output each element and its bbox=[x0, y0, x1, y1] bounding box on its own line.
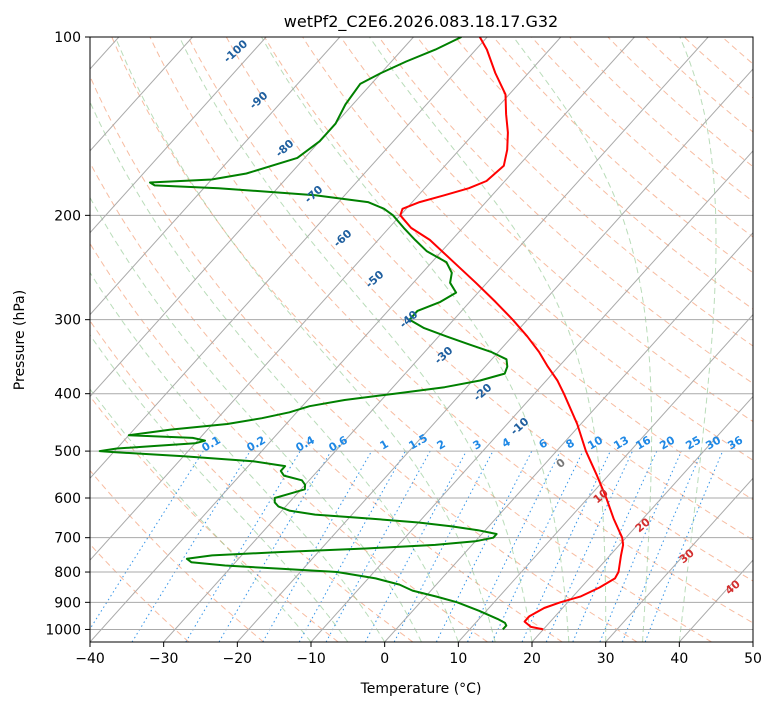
dry-adiabat bbox=[187, 37, 753, 582]
isotherm bbox=[90, 37, 267, 234]
moist-adiabat bbox=[178, 37, 533, 642]
dry-adiabat bbox=[90, 242, 488, 642]
y-tick-label: 300 bbox=[54, 313, 81, 329]
y-tick-label: 800 bbox=[54, 565, 81, 581]
mixing-ratio-line bbox=[467, 450, 561, 642]
x-axis-ticks: −40 −30 −20 −10 0 10 20 30 40 50 bbox=[75, 642, 762, 667]
plot-area: 0.1 0.2 0.4 0.6 1 1.5 2 3 4 6 8 10 13 16 20 25 30 3601020… bbox=[90, 37, 753, 642]
mixing-ratio-line bbox=[131, 450, 251, 642]
y-tick-label: 700 bbox=[54, 531, 81, 547]
isotherm bbox=[90, 37, 488, 480]
dry-adiabat bbox=[416, 37, 753, 347]
y-axis-ticks: 1000 900 800 700 600 500 400 300 200 100 bbox=[45, 30, 90, 638]
dry-adiabats bbox=[90, 37, 753, 642]
moist-adiabat bbox=[90, 334, 349, 642]
mixing-ratio-lines bbox=[90, 450, 724, 642]
mixing-ratio-line bbox=[185, 450, 301, 642]
x-tick-label: 50 bbox=[744, 651, 762, 667]
sounding-profiles bbox=[98, 37, 625, 631]
x-tick-label: 20 bbox=[523, 651, 541, 667]
mixing-ratio-line bbox=[325, 450, 431, 642]
x-tick-label: −30 bbox=[149, 651, 179, 667]
isotherm bbox=[90, 37, 193, 152]
dewpoint-line bbox=[98, 37, 509, 631]
dry-adiabat bbox=[90, 161, 563, 642]
isotherm bbox=[90, 37, 341, 316]
x-tick-label: 0 bbox=[380, 651, 389, 667]
dry-adiabat bbox=[149, 37, 753, 624]
mixing-ratio-line bbox=[218, 450, 332, 642]
mixing-ratio-line bbox=[90, 450, 204, 630]
isotherm bbox=[310, 150, 753, 642]
x-tick-label: −10 bbox=[296, 651, 326, 667]
dry-adiabat bbox=[90, 320, 414, 642]
dry-adiabat bbox=[264, 37, 753, 501]
y-axis-label: Pressure (hPa) bbox=[12, 290, 28, 390]
isotherm bbox=[236, 68, 753, 642]
dry-adiabat bbox=[378, 37, 753, 384]
y-tick-label: 500 bbox=[54, 444, 81, 460]
isobars bbox=[90, 37, 753, 630]
mixing-ratio-line bbox=[364, 450, 467, 642]
isotherm bbox=[605, 477, 753, 642]
x-tick-label: −20 bbox=[223, 651, 253, 667]
isotherm bbox=[90, 37, 635, 642]
temperature-line bbox=[399, 37, 625, 631]
x-tick-label: −40 bbox=[75, 651, 105, 667]
isotherm bbox=[457, 313, 753, 642]
y-tick-label: 900 bbox=[54, 595, 81, 611]
x-tick-label: 40 bbox=[670, 651, 688, 667]
plot-frame bbox=[89, 36, 754, 643]
chart-title: wetPf2_C2E6.2026.083.18.17.G32 bbox=[284, 12, 558, 32]
dry-adiabat bbox=[493, 37, 753, 274]
y-tick-label: 600 bbox=[54, 491, 81, 507]
moist-adiabat bbox=[90, 100, 459, 642]
y-tick-label: 200 bbox=[54, 208, 81, 224]
y-tick-label: 100 bbox=[54, 30, 81, 46]
mixing-ratio-line bbox=[521, 450, 611, 642]
x-tick-label: 10 bbox=[449, 651, 467, 667]
moist-adiabat bbox=[512, 37, 653, 642]
y-tick-label: 400 bbox=[54, 387, 81, 403]
dry-adiabat bbox=[111, 37, 712, 642]
x-tick-label: 30 bbox=[597, 651, 615, 667]
isotherm bbox=[90, 37, 562, 561]
dry-adiabat bbox=[225, 37, 753, 541]
moist-adiabat bbox=[114, 37, 496, 642]
y-tick-label: 1000 bbox=[45, 622, 81, 638]
dry-adiabat bbox=[340, 37, 753, 423]
x-axis-label: Temperature (°C) bbox=[360, 681, 482, 697]
moist-adiabat bbox=[90, 271, 386, 642]
dry-adiabat bbox=[90, 75, 638, 642]
isotherm bbox=[163, 37, 709, 642]
dry-adiabat bbox=[454, 37, 753, 310]
moist-adiabat bbox=[678, 37, 717, 642]
dry-adiabat bbox=[607, 37, 753, 168]
